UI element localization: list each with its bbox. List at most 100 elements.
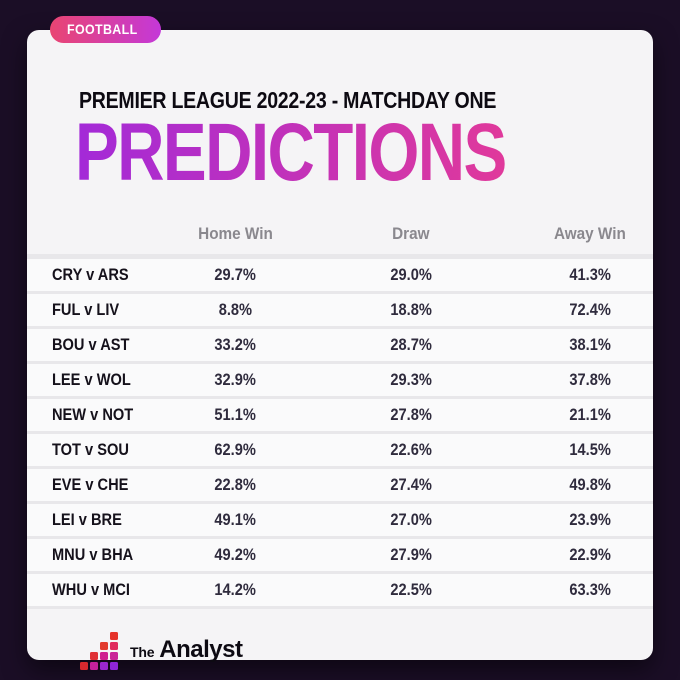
away-win-value-text: 72.4% [569, 300, 611, 319]
table-row: WHU v MCI 14.2% 22.5% 63.3% [27, 574, 653, 609]
match-label-text: NEW v NOT [52, 405, 134, 424]
analyst-logo-square [90, 652, 98, 660]
away-win-value: 22.9% [527, 545, 653, 565]
table-row: FUL v LIV 8.8% 18.8% 72.4% [27, 294, 653, 329]
home-win-value-text: 62.9% [214, 440, 256, 459]
match-label: NEW v NOT [27, 405, 175, 425]
away-win-value: 37.8% [527, 370, 653, 390]
table-row: EVE v CHE 22.8% 27.4% 49.8% [27, 469, 653, 504]
home-win-value-text: 8.8% [218, 300, 252, 319]
analyst-logo-square [100, 662, 108, 670]
draw-value: 27.9% [295, 545, 527, 565]
analyst-logo-column [109, 631, 119, 671]
home-win-value-text: 51.1% [214, 405, 256, 424]
home-win-value-text: 14.2% [214, 580, 256, 599]
match-label-text: FUL v LIV [52, 300, 120, 319]
away-win-value: 41.3% [527, 265, 653, 285]
match-label: WHU v MCI [27, 580, 175, 600]
draw-value: 18.8% [295, 300, 527, 320]
match-label: LEE v WOL [27, 370, 175, 390]
table-row: MNU v BHA 49.2% 27.9% 22.9% [27, 539, 653, 574]
predictions-table-body: CRY v ARS 29.7% 29.0% 41.3% FUL v LIV 8.8% 18.… [27, 254, 653, 609]
away-win-value-text: 14.5% [569, 440, 611, 459]
home-win-value-text: 22.8% [214, 475, 256, 494]
draw-value: 27.4% [295, 475, 527, 495]
home-win-value-text: 32.9% [214, 370, 256, 389]
home-win-value: 49.2% [175, 545, 295, 565]
match-label-text: CRY v ARS [52, 265, 129, 284]
home-win-value: 62.9% [175, 440, 295, 460]
analyst-logo-the: The [130, 644, 155, 660]
away-win-value-text: 38.1% [569, 335, 611, 354]
draw-value-text: 22.5% [390, 580, 432, 599]
football-badge-label: FOOTBALL [67, 22, 138, 37]
home-win-value: 33.2% [175, 335, 295, 355]
home-win-value: 22.8% [175, 475, 295, 495]
analyst-logo-square [100, 642, 108, 650]
match-label-text: BOU v AST [52, 335, 130, 354]
subtitle: PREMIER LEAGUE 2022-23 - MATCHDAY ONE [79, 87, 497, 113]
predictions-card: PREMIER LEAGUE 2022-23 - MATCHDAY ONE PR… [27, 30, 653, 670]
away-win-value-text: 37.8% [569, 370, 611, 389]
match-label: LEI v BRE [27, 510, 175, 530]
home-win-value: 14.2% [175, 580, 295, 600]
column-header-away-win-label: Away Win [554, 224, 626, 243]
draw-value-text: 27.9% [390, 545, 432, 564]
column-header-draw: Draw [295, 224, 527, 244]
home-win-value: 8.8% [175, 300, 295, 320]
analyst-logo: The Analyst [79, 631, 243, 671]
analyst-logo-text: The Analyst [130, 636, 243, 671]
analyst-logo-square [80, 662, 88, 670]
table-row: LEI v BRE 49.1% 27.0% 23.9% [27, 504, 653, 539]
home-win-value: 49.1% [175, 510, 295, 530]
table-row: LEE v WOL 32.9% 29.3% 37.8% [27, 364, 653, 399]
match-label-text: LEE v WOL [52, 370, 131, 389]
match-label-text: EVE v CHE [52, 475, 129, 494]
match-label: FUL v LIV [27, 300, 175, 320]
column-header-draw-label: Draw [392, 224, 430, 243]
away-win-value: 23.9% [527, 510, 653, 530]
match-label: MNU v BHA [27, 545, 175, 565]
column-header-home-win: Home Win [175, 224, 295, 244]
match-label-text: LEI v BRE [52, 510, 122, 529]
analyst-logo-square [110, 662, 118, 670]
home-win-value: 32.9% [175, 370, 295, 390]
home-win-value-text: 29.7% [214, 265, 256, 284]
match-label-text: MNU v BHA [52, 545, 134, 564]
draw-value-text: 28.7% [390, 335, 432, 354]
analyst-logo-column [89, 651, 99, 671]
draw-value: 22.6% [295, 440, 527, 460]
draw-value-text: 29.0% [390, 265, 432, 284]
home-win-value: 51.1% [175, 405, 295, 425]
analyst-logo-column [99, 641, 109, 671]
analyst-logo-name: Analyst [159, 636, 243, 663]
away-win-value-text: 22.9% [569, 545, 611, 564]
away-win-value-text: 23.9% [569, 510, 611, 529]
match-label: CRY v ARS [27, 265, 175, 285]
away-win-value-text: 49.8% [569, 475, 611, 494]
draw-value-text: 18.8% [390, 300, 432, 319]
match-label: EVE v CHE [27, 475, 175, 495]
column-header-away-win: Away Win [527, 224, 653, 244]
draw-value-text: 22.6% [390, 440, 432, 459]
page-title: PREDICTIONS [75, 107, 507, 198]
analyst-logo-square [110, 632, 118, 640]
draw-value: 27.8% [295, 405, 527, 425]
column-header-home-win-label: Home Win [197, 224, 273, 243]
away-win-value: 38.1% [527, 335, 653, 355]
match-label-text: WHU v MCI [52, 580, 130, 599]
draw-value: 29.0% [295, 265, 527, 285]
draw-value-text: 27.0% [390, 510, 432, 529]
away-win-value-text: 21.1% [569, 405, 611, 424]
away-win-value: 72.4% [527, 300, 653, 320]
match-label: BOU v AST [27, 335, 175, 355]
analyst-logo-square [110, 652, 118, 660]
home-win-value-text: 49.1% [214, 510, 256, 529]
draw-value: 27.0% [295, 510, 527, 530]
away-win-value-text: 41.3% [569, 265, 611, 284]
table-header-row: Home Win Draw Away Win [27, 220, 653, 248]
draw-value: 22.5% [295, 580, 527, 600]
home-win-value: 29.7% [175, 265, 295, 285]
match-label-text: TOT v SOU [52, 440, 129, 459]
